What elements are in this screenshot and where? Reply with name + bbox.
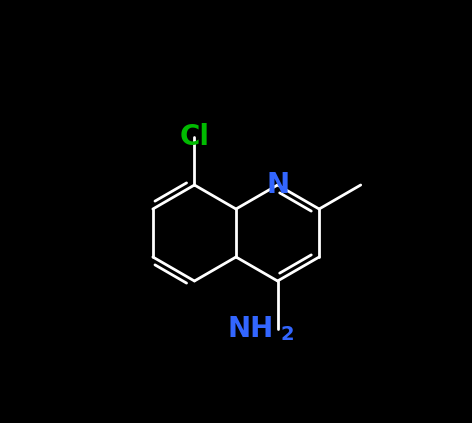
Text: 2: 2 [280, 324, 294, 343]
Text: N: N [266, 171, 289, 199]
Text: NH: NH [228, 315, 274, 343]
Text: Cl: Cl [179, 123, 210, 151]
